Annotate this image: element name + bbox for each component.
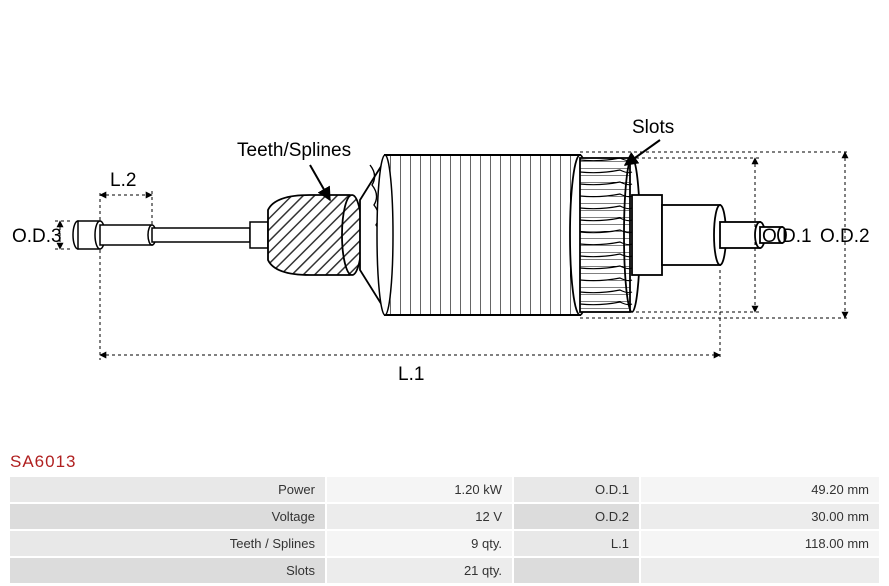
spec-value [641, 558, 879, 583]
spec-label: Voltage [10, 504, 325, 529]
spec-label: L.1 [514, 531, 639, 556]
label-l1: L.1 [398, 364, 424, 386]
table-row: Power1.20 kWO.D.149.20 mm [10, 477, 879, 502]
spec-label: Teeth / Splines [10, 531, 325, 556]
label-teeth: Teeth/Splines [237, 140, 351, 162]
armature-svg [0, 0, 889, 440]
spec-label: Slots [10, 558, 325, 583]
table-row: Teeth / Splines9 qty.L.1118.00 mm [10, 531, 879, 556]
spec-label [514, 558, 639, 583]
label-l2: L.2 [110, 170, 136, 192]
spec-value: 118.00 mm [641, 531, 879, 556]
part-number: SA6013 [10, 452, 77, 472]
label-od3: O.D.3 [12, 226, 62, 248]
label-od1: O.D.1 [762, 226, 812, 248]
spec-value: 12 V [327, 504, 512, 529]
table-row: Slots21 qty. [10, 558, 879, 583]
spec-value: 9 qty. [327, 531, 512, 556]
spec-label: Power [10, 477, 325, 502]
spec-value: 49.20 mm [641, 477, 879, 502]
spec-value: 21 qty. [327, 558, 512, 583]
spec-value: 1.20 kW [327, 477, 512, 502]
spec-table: Power1.20 kWO.D.149.20 mmVoltage12 VO.D.… [8, 475, 881, 585]
table-row: Voltage12 VO.D.230.00 mm [10, 504, 879, 529]
spec-value: 30.00 mm [641, 504, 879, 529]
spec-label: O.D.1 [514, 477, 639, 502]
armature-diagram: Slots Teeth/Splines L.2 O.D.3 O.D.1 O.D.… [0, 0, 889, 440]
label-slots: Slots [632, 117, 674, 139]
spec-label: O.D.2 [514, 504, 639, 529]
label-od2: O.D.2 [820, 226, 870, 248]
